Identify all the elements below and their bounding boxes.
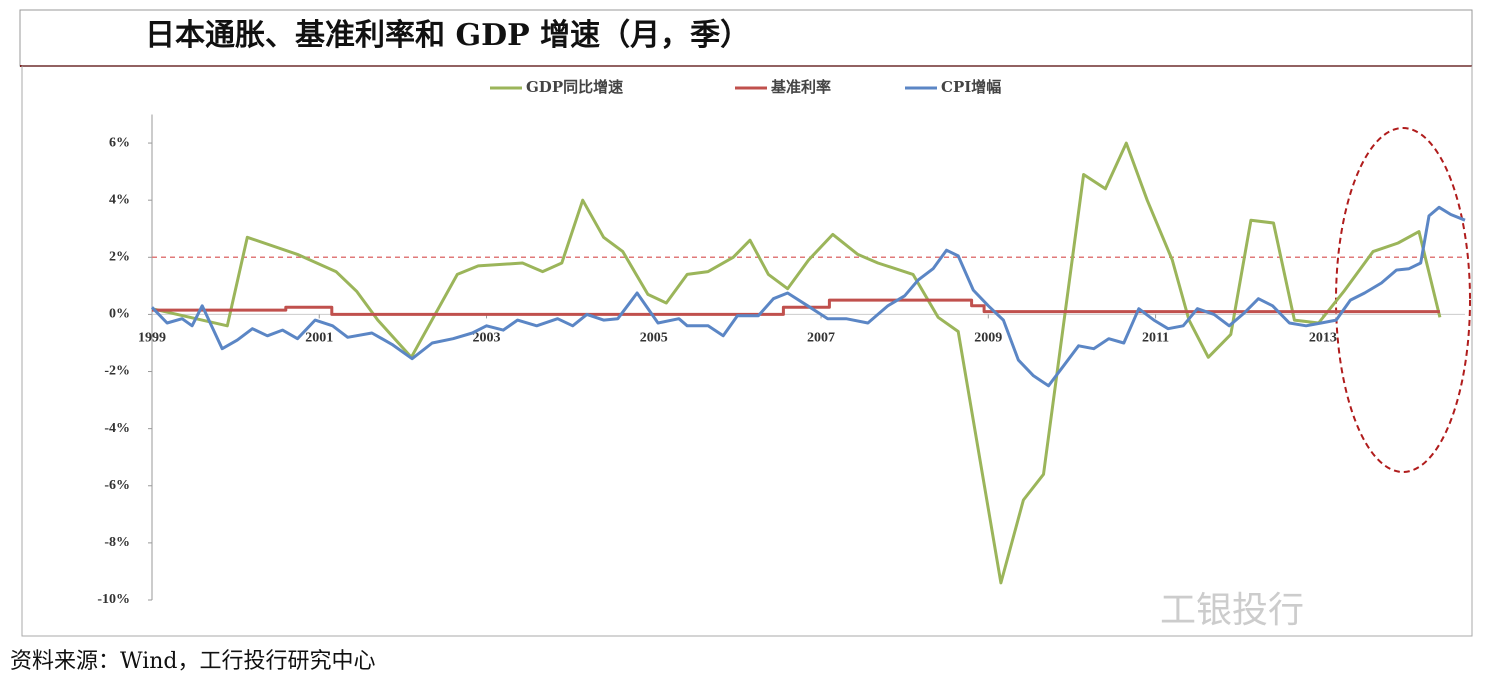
legend-label: CPI增幅 xyxy=(941,78,1001,96)
y-tick-label: 6% xyxy=(109,135,130,150)
y-tick-label: -6% xyxy=(104,478,130,493)
title-box xyxy=(19,9,1473,67)
y-tick-label: -10% xyxy=(97,592,130,607)
x-tick-label: 2009 xyxy=(974,331,1002,346)
watermark: 工银投行 xyxy=(1160,590,1304,631)
y-tick-label: -2% xyxy=(104,364,130,379)
legend-label: GDP同比增速 xyxy=(526,78,623,96)
source-note: 资料来源：Wind，工行投行研究中心 xyxy=(10,649,376,674)
x-tick-label: 2001 xyxy=(305,331,333,346)
legend-label: 基准利率 xyxy=(770,78,831,96)
x-tick-label: 2005 xyxy=(640,331,668,346)
series-line xyxy=(152,298,1440,316)
x-tick-label: 2011 xyxy=(1142,331,1169,346)
y-tick-label: 2% xyxy=(109,250,130,265)
y-tick-label: 4% xyxy=(109,192,130,207)
chart-title: 日本通胀、基准利率和 GDP 增速（月，季） xyxy=(145,18,750,53)
y-tick-label: -8% xyxy=(104,535,130,550)
x-tick-label: 2007 xyxy=(807,331,835,346)
x-tick-label: 1999 xyxy=(138,331,166,346)
highlight-ellipse xyxy=(1335,127,1471,473)
x-tick-label: 2003 xyxy=(473,331,501,346)
x-tick-label: 2013 xyxy=(1309,331,1337,346)
y-tick-label: -4% xyxy=(104,421,130,436)
plot-frame xyxy=(21,65,1473,637)
y-tick-label: 0% xyxy=(109,307,130,322)
series-line xyxy=(151,141,1442,585)
series-line xyxy=(150,205,1466,388)
